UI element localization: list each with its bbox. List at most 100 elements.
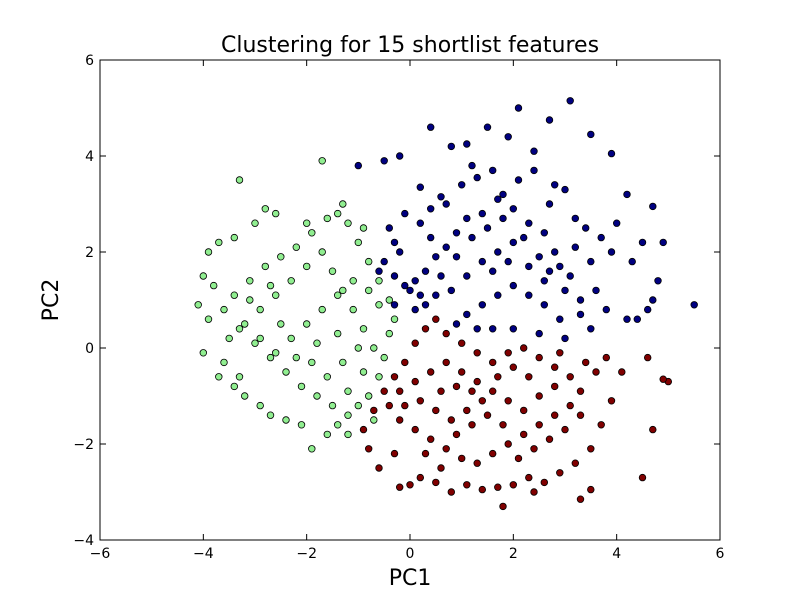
data-point [473, 377, 481, 386]
data-point [334, 291, 342, 299]
data-point [421, 449, 430, 458]
data-point [359, 325, 368, 333]
data-point [375, 277, 383, 285]
data-point [442, 358, 450, 367]
data-point [514, 176, 523, 184]
data-point [592, 368, 600, 376]
data-point [514, 454, 523, 463]
data-point [251, 219, 259, 227]
data-point [540, 229, 548, 237]
data-point [597, 233, 605, 242]
data-point [468, 233, 476, 242]
data-point [432, 291, 440, 299]
data-point [308, 358, 316, 367]
data-point [504, 349, 512, 357]
data-point [437, 272, 445, 280]
data-point [525, 291, 533, 299]
y-tick-label: −4 [73, 533, 94, 549]
x-tick-label: 2 [509, 546, 518, 562]
data-point [411, 377, 419, 386]
data-point [504, 440, 512, 448]
data-point [339, 358, 347, 367]
data-point [390, 315, 399, 323]
data-point [587, 257, 595, 266]
data-point [463, 310, 471, 319]
data-point [525, 219, 533, 227]
data-point [540, 301, 548, 309]
data-point [406, 481, 414, 489]
data-point [545, 116, 554, 124]
data-point [509, 325, 517, 333]
data-point [199, 349, 207, 357]
data-point [328, 401, 337, 410]
data-point [246, 277, 254, 285]
data-point [509, 205, 517, 213]
data-point [442, 329, 450, 338]
data-point [261, 262, 269, 271]
data-point [390, 301, 399, 309]
data-point [303, 320, 311, 328]
data-point [483, 123, 492, 131]
data-point [235, 325, 244, 333]
data-point [365, 286, 373, 295]
data-point [473, 325, 481, 333]
data-point [649, 296, 657, 304]
data-point [240, 392, 249, 400]
data-point [452, 229, 461, 237]
data-point [365, 445, 373, 453]
data-point [447, 488, 455, 496]
data-point [494, 248, 502, 256]
data-point [551, 411, 559, 419]
data-point [246, 296, 254, 304]
data-point [478, 257, 486, 266]
data-point [628, 257, 636, 266]
data-point [427, 123, 435, 131]
data-point [504, 133, 512, 141]
data-point [437, 464, 445, 472]
data-point [334, 209, 342, 218]
data-point [478, 397, 486, 405]
data-point [328, 267, 337, 275]
data-point [339, 286, 347, 295]
x-tick-label: −6 [90, 546, 111, 562]
data-point [499, 190, 507, 199]
data-point [401, 281, 409, 290]
data-point [354, 238, 362, 247]
data-point [432, 478, 440, 487]
data-point [370, 406, 378, 415]
data-point [396, 416, 404, 424]
data-point [266, 353, 275, 362]
data-point [489, 267, 497, 275]
data-point [442, 200, 450, 208]
data-point [556, 469, 564, 477]
data-point [540, 277, 548, 285]
data-point [618, 368, 626, 376]
data-point [421, 301, 430, 309]
data-point [525, 473, 533, 482]
data-point [318, 157, 326, 165]
data-point [287, 334, 295, 343]
data-point [551, 363, 559, 371]
data-point [390, 238, 399, 247]
data-point [530, 166, 538, 175]
data-point [592, 286, 600, 295]
data-point [411, 425, 419, 434]
data-point [452, 430, 461, 439]
data-point [509, 281, 517, 290]
data-point [349, 277, 357, 285]
data-point [432, 406, 440, 415]
data-point [602, 353, 610, 362]
data-point [530, 488, 538, 496]
y-tick-label: 0 [85, 341, 94, 357]
data-point [571, 214, 579, 223]
data-point [437, 193, 445, 201]
data-point [478, 485, 486, 494]
data-point [427, 233, 435, 242]
x-tick-label: 0 [406, 546, 415, 562]
data-point [365, 392, 373, 400]
data-point [411, 339, 419, 347]
data-point [545, 435, 554, 443]
data-point [494, 483, 502, 491]
data-point [494, 195, 502, 203]
